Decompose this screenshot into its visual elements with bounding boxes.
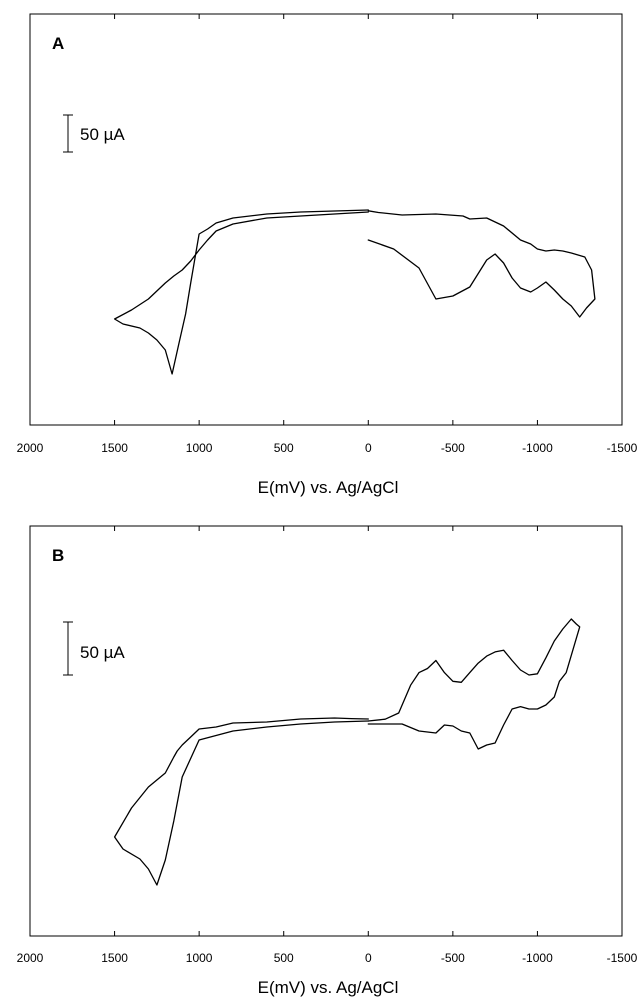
x-tick-label: 1000 xyxy=(186,951,213,965)
x-tick-label: 2000 xyxy=(17,951,44,965)
x-tick-label: 2000 xyxy=(17,441,44,455)
x-tick-label: -500 xyxy=(441,951,465,965)
x-tick-label: -1000 xyxy=(522,441,553,455)
x-tick-label: 0 xyxy=(365,441,372,455)
scale-bar-label: 50 µA xyxy=(80,643,125,662)
x-tick-label: 1500 xyxy=(101,951,128,965)
cv-trace-anodic-branch xyxy=(113,717,369,886)
scale-bar-label: 50 µA xyxy=(80,125,125,144)
x-tick-label: 1000 xyxy=(186,441,213,455)
x-tick-label: -1500 xyxy=(607,951,638,965)
plot-frame xyxy=(29,13,623,426)
plot-frame xyxy=(29,525,623,937)
x-axis-title: E(mV) vs. Ag/AgCl xyxy=(258,978,399,997)
x-axis-title: E(mV) vs. Ag/AgCl xyxy=(258,478,399,497)
cv-trace-cathodic-branch xyxy=(367,618,581,750)
cv-trace-cathodic-branch xyxy=(367,210,596,318)
x-tick-label: 0 xyxy=(365,951,372,965)
x-tick-label: 500 xyxy=(274,951,294,965)
panel-label: A xyxy=(52,34,64,53)
x-tick-label: -500 xyxy=(441,441,465,455)
x-tick-label: -1000 xyxy=(522,951,553,965)
x-tick-label: -1500 xyxy=(607,441,638,455)
panel-label: B xyxy=(52,546,64,565)
x-tick-label: 500 xyxy=(274,441,294,455)
cv-trace-anodic-branch xyxy=(113,209,369,375)
x-tick-label: 1500 xyxy=(101,441,128,455)
